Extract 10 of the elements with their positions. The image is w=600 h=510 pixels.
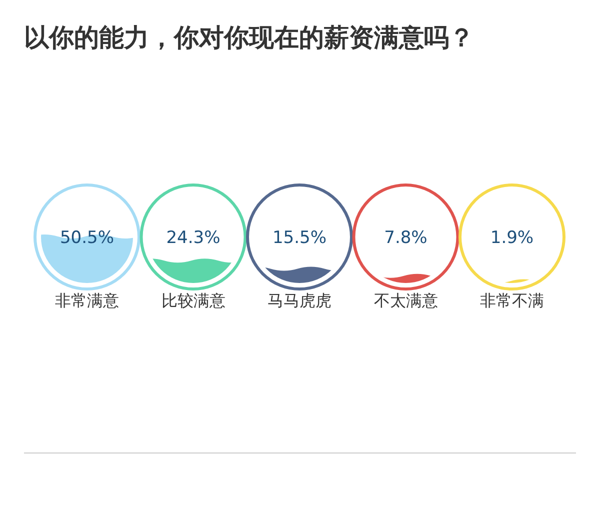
category-label: 非常满意 [55,291,119,310]
category-label: 非常不满 [480,291,544,310]
category-label: 比较满意 [161,291,226,310]
text: 以你的能力，你对你现在的薪资满意吗？ [24,23,474,52]
data-label: 15.5% [272,228,327,248]
category-label: 马马虎虎 [268,291,332,310]
data-label: 1.9% [490,228,534,248]
category-label: 不太满意 [374,291,438,310]
data-label: 7.8% [384,228,428,248]
data-label: 24.3% [166,228,220,248]
